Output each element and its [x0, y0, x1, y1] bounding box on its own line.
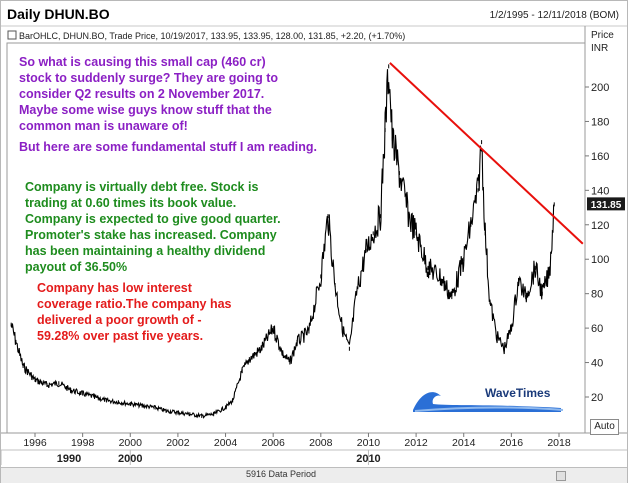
x-tick-label: 2016 — [500, 437, 524, 449]
purple-line: So what is causing this small cap (460 c… — [19, 55, 266, 69]
y-tick-label: 60 — [591, 323, 603, 335]
purple-line: consider Q2 results on 2 November 2017. — [19, 87, 265, 101]
y-tick-label: 180 — [591, 116, 609, 128]
resistance-trendline — [389, 62, 584, 245]
annotation-green: Company is virtually debt free. Stock is… — [25, 179, 281, 275]
legend-swatch — [7, 30, 17, 40]
decade-label: 2000 — [118, 453, 142, 465]
chart-title: Daily DHUN.BO — [7, 6, 110, 22]
green-line: has been maintaining a healthy dividend — [25, 244, 266, 258]
price-axis-unit: INR — [591, 43, 608, 54]
x-tick-label: 2012 — [404, 437, 428, 449]
y-tick-label: 80 — [591, 289, 603, 301]
footer-status-bar: 5916 Data Period — [1, 467, 627, 483]
wavetimes-logo — [413, 392, 564, 412]
red-line: coverage ratio.The company has — [37, 297, 232, 311]
date-range: 1/2/1995 - 12/11/2018 (BOM) — [490, 10, 619, 21]
x-tick-label: 2000 — [119, 437, 143, 449]
decade-tick-group: 1990 2000 2010 — [1, 450, 381, 465]
x-tick-label: 2006 — [262, 437, 286, 449]
price-series — [10, 64, 555, 419]
red-line: Company has low interest — [37, 281, 192, 295]
x-tick-label: 2002 — [166, 437, 190, 449]
current-value-box — [587, 197, 625, 211]
price-line — [10, 69, 555, 419]
y-tick-label: 20 — [591, 392, 603, 404]
decade-label: 1990 — [57, 453, 81, 465]
x-tick-label: 2008 — [309, 437, 333, 449]
x-tick-label: 1998 — [71, 437, 95, 449]
x-tick-label: 2014 — [452, 437, 476, 449]
green-line: trading at 0.60 times its book value. — [25, 196, 237, 210]
green-line: payout of 36.50% — [25, 260, 128, 274]
price-axis-label: Price — [591, 30, 614, 41]
decade-label: 2010 — [356, 453, 380, 465]
current-value-text: 131.85 — [591, 200, 622, 211]
purple-line: Maybe some wise guys know stuff that the — [19, 103, 272, 117]
scroll-grip[interactable] — [556, 471, 566, 481]
legend-line: BarOHLC, DHUN.BO, Trade Price, 10/19/201… — [19, 31, 405, 41]
trendline-group — [389, 62, 584, 245]
x-tick-label: 2010 — [357, 437, 381, 449]
x-tick-label: 1996 — [23, 437, 47, 449]
annotation-purple: So what is causing this small cap (460 c… — [19, 54, 278, 134]
y-tick-label: 40 — [591, 358, 603, 370]
y-tick-label: 160 — [591, 151, 609, 163]
wave-swoosh — [414, 406, 564, 412]
auto-scale-button[interactable]: Auto — [590, 419, 619, 435]
purple-line: stock to suddenly surge? They are going … — [19, 71, 279, 85]
y-tick-label: 120 — [591, 220, 609, 232]
current-value-badge: 131.85 — [587, 197, 625, 211]
y-tick-label: 100 — [591, 254, 609, 266]
purple-line: common man is unaware of! — [19, 119, 188, 133]
green-line: Promoter's stake has increased. Company — [25, 228, 277, 242]
data-period-label: 5916 Data Period — [245, 469, 317, 479]
x-tick-label: 2018 — [547, 437, 571, 449]
red-line: 59.28% over past five years. — [37, 329, 204, 343]
y-tick-label: 200 — [591, 82, 609, 94]
green-line: Company is expected to give good quarter… — [25, 212, 281, 226]
annotation-red: Company has low interest coverage ratio.… — [37, 280, 232, 344]
y-tick-label: 140 — [591, 185, 609, 197]
red-line: delivered a poor growth of - — [37, 313, 202, 327]
annotation-purple-2: But here are some fundamental stuff I am… — [19, 140, 317, 154]
x-tick-label: 2004 — [214, 437, 238, 449]
y-tick-group: 20 40 60 80 100 120 140 160 180 200 — [585, 82, 609, 404]
x-tick-group: 1996 1998 2000 2002 2004 2006 2008 2010 2012 2014… — [23, 433, 571, 449]
logo-brand-text: WaveTimes — [485, 386, 551, 400]
green-line: Company is virtually debt free. Stock is — [25, 180, 259, 194]
